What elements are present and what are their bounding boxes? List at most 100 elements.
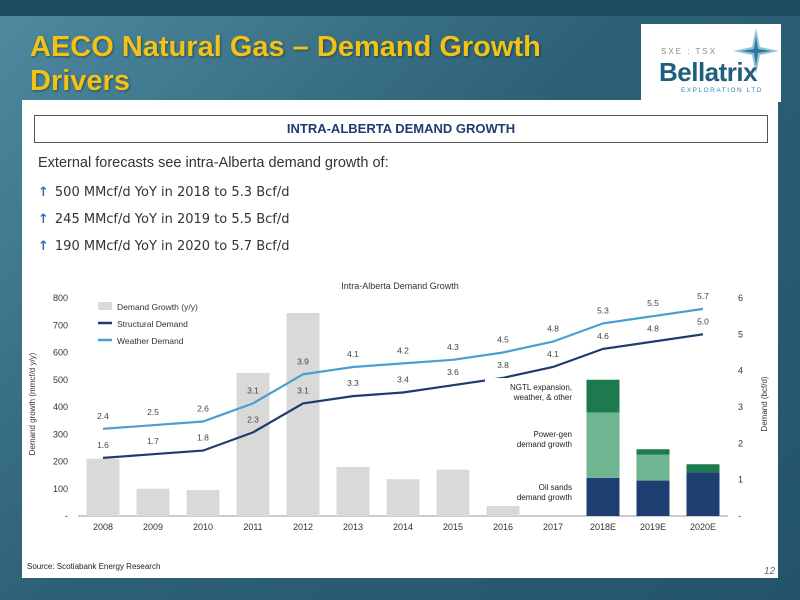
legend-label: Structural Demand bbox=[117, 319, 188, 329]
structural-data-label: 4.6 bbox=[597, 331, 609, 341]
weather-data-label: 4.5 bbox=[497, 335, 509, 345]
x-tick-label: 2016 bbox=[493, 522, 513, 532]
left-tick-label: 100 bbox=[53, 484, 68, 494]
structural-data-label: 3.4 bbox=[397, 374, 409, 384]
structural-data-label: 1.8 bbox=[197, 433, 209, 443]
y-axis-left-label: Demand growth (mmcf/d y/y) bbox=[28, 352, 37, 455]
title-line-2: Drivers bbox=[30, 65, 130, 97]
annotation-power-gen: Power-gen demand growth bbox=[517, 430, 572, 449]
annotation-backdrop bbox=[485, 378, 579, 506]
left-tick-label: 200 bbox=[53, 457, 68, 467]
right-tick-label: - bbox=[738, 511, 741, 521]
company-logo: SXE : TSX Bellatrix EXPLORATION LTD bbox=[641, 24, 781, 102]
x-tick-label: 2015 bbox=[443, 522, 463, 532]
section-header: INTRA-ALBERTA DEMAND GROWTH bbox=[34, 115, 768, 143]
weather-data-label: 5.5 bbox=[647, 298, 659, 308]
page-number: 12 bbox=[764, 566, 776, 577]
ngtl-segment bbox=[636, 449, 670, 455]
weather-data-label: 2.6 bbox=[197, 404, 209, 414]
x-tick-label: 2011 bbox=[243, 522, 262, 532]
up-arrow-icon: ↑ bbox=[38, 185, 49, 200]
annotation-oil-sands: Oil sands demand growth bbox=[517, 483, 572, 502]
demand-growth-bar bbox=[136, 488, 170, 516]
demand-growth-bar bbox=[286, 312, 320, 516]
ngtl-segment bbox=[686, 464, 720, 473]
bullet-text: 500 MMcf/d YoY in 2018 to 5.3 Bcf/d bbox=[54, 185, 290, 200]
weather-data-label: 5.3 bbox=[597, 305, 609, 315]
right-tick-label: 2 bbox=[738, 438, 743, 448]
structural-data-label: 3.8 bbox=[497, 360, 509, 370]
logo-name: Bellatrix bbox=[659, 57, 758, 87]
right-tick-label: 4 bbox=[738, 366, 743, 376]
demand-growth-bar bbox=[436, 469, 470, 516]
up-arrow-icon: ↑ bbox=[38, 212, 49, 227]
weather-data-label: 5.7 bbox=[697, 291, 709, 301]
logo-subtitle: EXPLORATION LTD bbox=[681, 87, 763, 94]
ngtl-segment bbox=[586, 379, 620, 413]
up-arrow-icon: ↑ bbox=[38, 239, 49, 254]
x-tick-label: 2014 bbox=[393, 522, 413, 532]
logo-ticker: SXE : TSX bbox=[661, 47, 718, 56]
left-tick-label: 300 bbox=[53, 429, 68, 439]
structural-data-label: 1.7 bbox=[147, 436, 159, 446]
x-tick-label: 2020E bbox=[690, 522, 716, 532]
weather-data-label: 3.9 bbox=[297, 356, 309, 366]
slide-title: AECO Natural Gas – Demand Growth Drivers bbox=[30, 30, 610, 98]
left-tick-label: 500 bbox=[53, 375, 68, 385]
demand-growth-bar bbox=[86, 458, 120, 516]
power-gen-segment bbox=[586, 412, 620, 478]
bullet-text: 245 MMcf/d YoY in 2019 to 5.5 Bcf/d bbox=[54, 212, 290, 227]
left-tick-label: 700 bbox=[53, 320, 68, 330]
x-tick-label: 2017 bbox=[543, 522, 563, 532]
structural-data-label: 2.3 bbox=[247, 414, 259, 424]
structural-data-label: 4.8 bbox=[647, 324, 659, 334]
right-tick-label: 1 bbox=[738, 475, 743, 485]
legend-demand-swatch bbox=[98, 302, 112, 310]
top-band bbox=[0, 0, 800, 16]
right-tick-label: 5 bbox=[738, 329, 743, 339]
weather-data-label: 4.3 bbox=[447, 342, 459, 352]
power-gen-segment bbox=[636, 454, 670, 481]
weather-data-label: 4.1 bbox=[347, 349, 359, 359]
legend-label: Weather Demand bbox=[117, 336, 184, 346]
legend-label: Demand Growth (y/y) bbox=[117, 302, 198, 312]
right-tick-label: 6 bbox=[738, 293, 743, 303]
weather-data-label: 3.1 bbox=[247, 385, 259, 395]
weather-data-label: 4.8 bbox=[547, 324, 559, 334]
x-tick-label: 2008 bbox=[93, 522, 113, 532]
x-tick-label: 2013 bbox=[343, 522, 363, 532]
structural-data-label: 5.0 bbox=[697, 316, 709, 326]
demand-growth-bar bbox=[386, 479, 420, 516]
demand-growth-bar bbox=[336, 466, 370, 516]
title-line-1: AECO Natural Gas – Demand Growth bbox=[30, 31, 541, 63]
weather-demand-line bbox=[102, 307, 704, 430]
bullet-3: ↑ 190 MMcf/d YoY in 2020 to 5.7 Bcf/d bbox=[38, 239, 289, 254]
left-tick-label: 400 bbox=[53, 402, 68, 412]
left-tick-label: 800 bbox=[53, 293, 68, 303]
bullet-text: 190 MMcf/d YoY in 2020 to 5.7 Bcf/d bbox=[54, 239, 290, 254]
annotation-ngtl: NGTL expansion, weather, & other bbox=[510, 383, 572, 402]
oil-sands-segment bbox=[636, 480, 670, 516]
left-tick-label: 600 bbox=[53, 348, 68, 358]
structural-demand-line bbox=[102, 333, 704, 459]
weather-data-label: 2.4 bbox=[97, 411, 109, 421]
right-tick-label: 3 bbox=[738, 402, 743, 412]
source-note: Source: Scotiabank Energy Research bbox=[27, 562, 161, 571]
structural-data-label: 3.3 bbox=[347, 378, 359, 388]
demand-growth-bar bbox=[186, 490, 220, 516]
weather-data-label: 4.2 bbox=[397, 345, 409, 355]
structural-data-label: 3.1 bbox=[297, 385, 309, 395]
oil-sands-segment bbox=[586, 477, 620, 516]
weather-data-label: 2.5 bbox=[147, 407, 159, 417]
structural-data-label: 1.6 bbox=[97, 440, 109, 450]
x-tick-label: 2009 bbox=[143, 522, 163, 532]
bullet-1: ↑ 500 MMcf/d YoY in 2018 to 5.3 Bcf/d bbox=[38, 185, 289, 200]
chart-title: Intra-Alberta Demand Growth bbox=[341, 281, 459, 291]
y-axis-right-label: Demand (bcf/d) bbox=[760, 376, 769, 431]
star-logo-icon bbox=[733, 28, 779, 74]
left-tick-label: - bbox=[65, 511, 68, 521]
bullet-2: ↑ 245 MMcf/d YoY in 2019 to 5.5 Bcf/d bbox=[38, 212, 289, 227]
structural-data-label: 4.1 bbox=[547, 349, 559, 359]
oil-sands-segment bbox=[686, 472, 720, 516]
